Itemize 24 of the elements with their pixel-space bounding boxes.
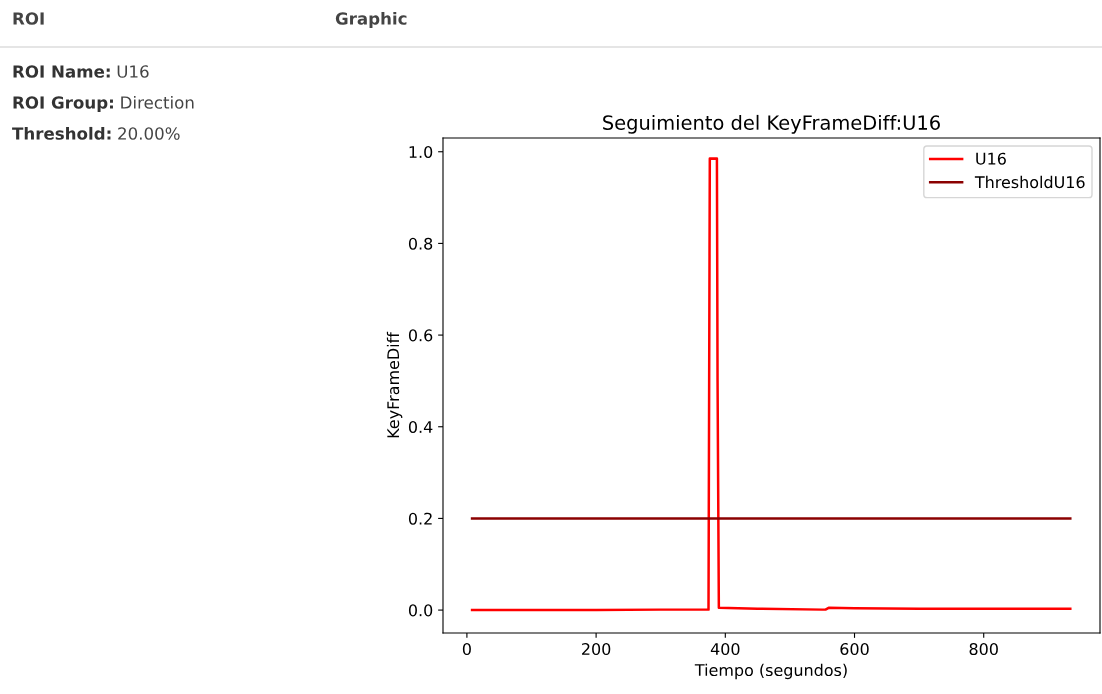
text: ROI Name:: [13, 65, 110, 78]
text: 20.00%: [118, 127, 180, 140]
y-tick-label: 0.4: [408, 420, 433, 434]
x-tick-label: 200: [582, 643, 611, 656]
legend-label: U16: [976, 152, 1006, 165]
legend-label: ThresholdU16: [974, 175, 1085, 189]
x-tick-label: 0: [462, 643, 471, 656]
x-tick-label: 600: [840, 643, 869, 656]
text: Threshold:: [12, 126, 111, 140]
y-axis-title: KeyFrameDiff: [386, 331, 403, 438]
y-tick-label: 0.8: [408, 237, 433, 250]
text: ROI: [13, 12, 44, 25]
y-tick-label: 0.6: [408, 329, 433, 342]
text: Graphic: [335, 11, 407, 29]
x-tick-label: 800: [969, 643, 998, 656]
x-tick-label: 400: [710, 643, 740, 656]
y-tick-label: 0.0: [408, 604, 433, 617]
chart-title: Seguimiento del KeyFrameDiff:U16: [603, 114, 940, 134]
text: Direction: [121, 95, 194, 109]
y-tick-label: 1.0: [409, 145, 433, 159]
x-axis-title: Tiempo (segundos): [694, 663, 847, 680]
text: ROI Group:: [13, 96, 113, 113]
y-tick-label: 0.2: [408, 512, 432, 525]
text: U16: [117, 65, 149, 78]
